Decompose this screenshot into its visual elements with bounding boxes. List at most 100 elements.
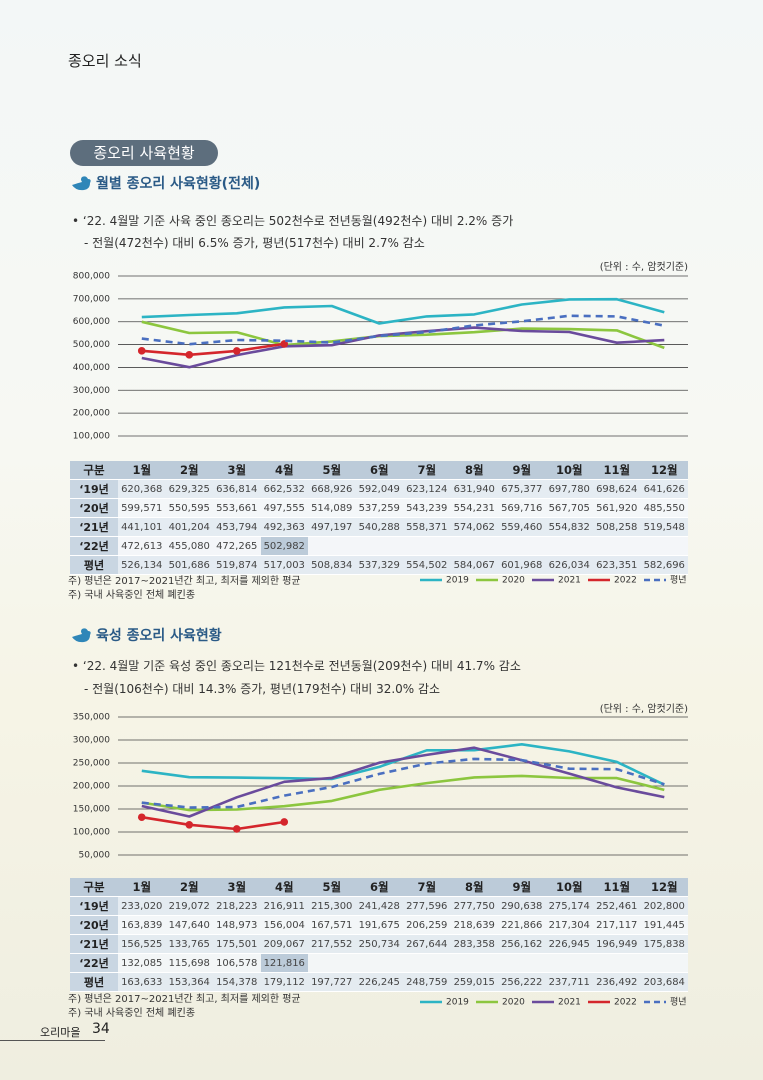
value-cell: 153,364 [165,972,213,992]
value-cell: 636,814 [213,479,261,499]
value-cell: 167,571 [308,915,356,935]
value-cell: 226,245 [355,972,403,992]
y-tick-label: 300,000 [73,736,110,746]
value-cell: 626,034 [545,555,593,575]
value-cell [545,953,593,973]
header-cell: 1월 [118,461,166,480]
value-cell: 206,259 [403,915,451,935]
unit-label: (단위 : 수, 암컷기준) [599,704,688,715]
series-line [141,320,665,350]
value-cell: 202,800 [640,896,688,916]
value-cell: 453,794 [213,517,261,537]
value-cell: 569,716 [498,498,546,518]
value-cell: 492,363 [260,517,308,537]
value-cell [308,536,356,556]
value-cell: 175,501 [213,934,261,954]
value-cell: 175,838 [640,934,688,954]
value-cell: 508,834 [308,555,356,575]
header-cell: 7월 [403,878,451,897]
value-cell: 148,973 [213,915,261,935]
value-cell: 133,765 [165,934,213,954]
value-cell: 277,750 [450,896,498,916]
value-cell: 241,428 [355,896,403,916]
value-cell: 221,866 [498,915,546,935]
section-title: 종오리 사육현황 [70,140,218,166]
chart-heading: 육성 종오리 사육현황 [96,628,222,644]
value-cell: 267,644 [403,934,451,954]
value-cell: 259,015 [450,972,498,992]
value-cell: 559,460 [498,517,546,537]
value-cell: 256,222 [498,972,546,992]
legend-label: 평년 [670,575,687,586]
value-cell: 252,461 [593,896,641,916]
value-cell: 236,492 [593,972,641,992]
value-cell: 209,067 [260,934,308,954]
page-header: 종오리 소식 [68,52,142,70]
table-row: ‘20년 163,839 147,640 148,973 156,004 167,571 1… [70,915,688,935]
value-cell: 256,162 [498,934,546,954]
header-cell: 구분 [70,878,118,897]
value-cell: 584,067 [450,555,498,575]
legend-label: 평년 [670,997,687,1008]
value-cell: 641,626 [640,479,688,499]
y-tick-label: 350,000 [73,713,110,723]
value-cell: 290,638 [498,896,546,916]
value-cell: 156,004 [260,915,308,935]
row-label: ‘19년 [70,479,118,499]
value-cell: 582,696 [640,555,688,575]
value-cell: 519,874 [213,555,261,575]
duck-icon [72,176,91,191]
footnote: 주) 평년은 2017~2021년간 최고, 최저를 제외한 평균 [68,576,301,587]
data-point [137,347,146,355]
footer-page: 34 [92,1021,110,1037]
value-cell: 250,734 [355,934,403,954]
legend-label: 2021 [558,576,581,586]
value-cell [593,953,641,973]
value-cell: 197,727 [308,972,356,992]
header-cell: 5월 [308,461,356,480]
unit-label: (단위 : 수, 암컷기준) [599,262,688,273]
bullet-line: - 전월(106천수) 대비 14.3% 증가, 평년(179천수) 대비 32… [84,682,441,696]
value-cell: 567,705 [545,498,593,518]
value-cell: 455,080 [165,536,213,556]
value-cell: 401,204 [165,517,213,537]
legend-label: 2022 [614,998,637,1008]
value-cell: 485,550 [640,498,688,518]
value-cell: 248,759 [403,972,451,992]
y-tick-label: 300,000 [73,386,110,396]
value-cell: 543,239 [403,498,451,518]
series-line [141,815,285,831]
value-cell: 554,832 [545,517,593,537]
value-cell: 537,259 [355,498,403,518]
value-cell [355,536,403,556]
legend-label: 2019 [446,576,469,586]
header-cell: 4월 [260,878,308,897]
value-cell: 698,624 [593,479,641,499]
table-row: ‘22년 472,613 455,080 472,265 502,982 [70,536,688,556]
value-cell: 519,548 [640,517,688,537]
row-label: 평년 [70,555,118,575]
table-row: ‘19년 620,368 629,325 636,814 662,532 668,926 5… [70,479,688,499]
header-cell: 6월 [355,461,403,480]
value-cell: 215,300 [308,896,356,916]
header-cell: 9월 [498,461,546,480]
data-point [185,820,194,829]
value-cell: 497,555 [260,498,308,518]
value-cell [450,953,498,973]
value-cell [308,953,356,973]
data-point [185,351,194,359]
value-cell: 218,223 [213,896,261,916]
value-cell: 179,112 [260,972,308,992]
footer-magazine: 오리마을 [40,1026,81,1039]
header-cell: 2월 [165,461,213,480]
footnote: 주) 국내 사육중인 전체 폐킨종 [68,590,196,601]
value-cell: 226,945 [545,934,593,954]
table-row: ‘19년 233,020 219,072 218,223 216,911 215,300 2… [70,896,688,916]
value-cell: 217,552 [308,934,356,954]
y-tick-label: 200,000 [73,409,110,419]
value-cell: 508,258 [593,517,641,537]
header-cell: 12월 [640,461,688,480]
value-cell: 558,371 [403,517,451,537]
